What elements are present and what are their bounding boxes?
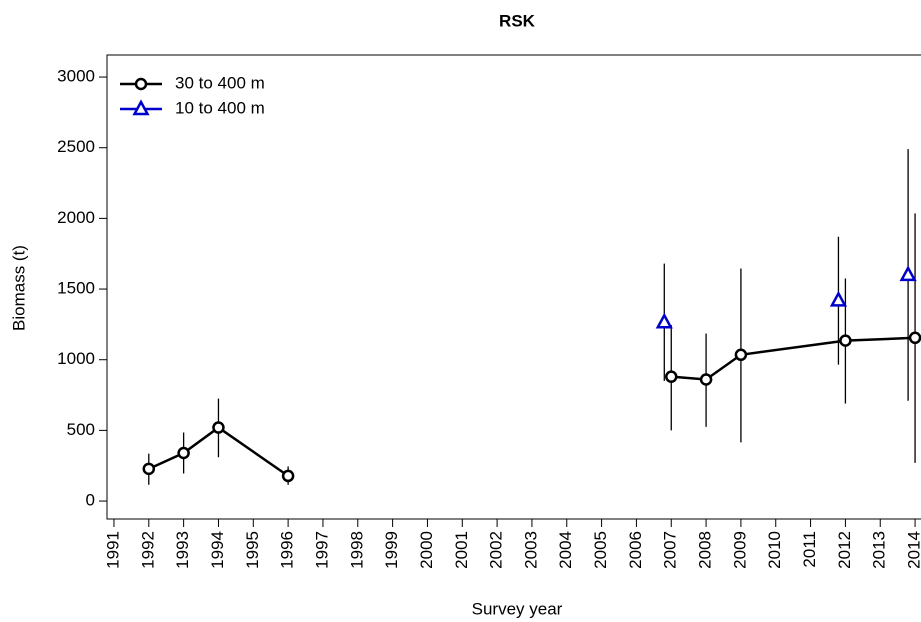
y-tick-label: 3000 — [57, 67, 95, 86]
data-point — [734, 348, 748, 362]
x-tick-label: 1998 — [347, 531, 366, 569]
x-tick-label: 2011 — [800, 531, 819, 568]
data-point — [212, 421, 225, 434]
x-axis-label: Survey year — [472, 599, 563, 618]
data-point — [829, 290, 848, 307]
y-tick-label: 500 — [67, 420, 95, 439]
x-tick-label: 2010 — [765, 531, 784, 569]
y-tick-label: 1500 — [57, 279, 95, 298]
x-tick-label: 1997 — [312, 531, 331, 569]
data-point — [839, 334, 852, 347]
legend-marker — [134, 77, 148, 91]
plot-frame — [106, 54, 921, 520]
data-point — [699, 373, 713, 386]
x-tick-label: 1993 — [173, 531, 192, 569]
y-tick-label: 1000 — [57, 349, 95, 368]
data-point — [281, 469, 295, 483]
y-tick-label: 2000 — [57, 208, 95, 227]
legend-marker — [132, 99, 150, 116]
x-tick-label: 2014 — [905, 531, 921, 569]
x-tick-label: 1994 — [208, 531, 227, 569]
x-tick-label: 2006 — [626, 531, 645, 569]
x-tick-label: 2002 — [487, 531, 506, 569]
x-tick-label: 1992 — [138, 531, 157, 569]
y-tick-label: 0 — [86, 491, 95, 510]
legend-label: 10 to 400 m — [175, 98, 265, 117]
data-point — [908, 331, 921, 345]
x-tick-label: 1999 — [382, 531, 401, 569]
x-tick-label: 2003 — [521, 531, 540, 569]
data-point — [665, 370, 678, 383]
x-tick-label: 2012 — [835, 531, 854, 569]
legend-label: 30 to 400 m — [175, 73, 265, 92]
x-tick-label: 1996 — [278, 531, 297, 569]
y-axis-label: Biomass (t) — [9, 245, 28, 331]
data-point — [655, 312, 673, 329]
x-tick-label: 2013 — [870, 531, 889, 569]
x-tick-label: 2000 — [417, 531, 436, 569]
x-tick-label: 2001 — [452, 531, 471, 569]
chart-title: RSK — [499, 11, 536, 30]
x-tick-label: 2009 — [730, 531, 749, 569]
x-tick-label: 2005 — [591, 531, 610, 569]
data-point — [899, 265, 917, 282]
x-tick-label: 1991 — [103, 531, 122, 569]
x-tick-label: 1995 — [243, 531, 262, 569]
data-point — [177, 446, 190, 460]
y-tick-label: 2500 — [57, 137, 95, 156]
x-tick-label: 2008 — [696, 531, 715, 569]
x-tick-label: 2004 — [556, 531, 575, 569]
x-tick-label: 2007 — [661, 531, 680, 569]
data-point — [142, 462, 156, 476]
series-line — [148, 336, 916, 477]
